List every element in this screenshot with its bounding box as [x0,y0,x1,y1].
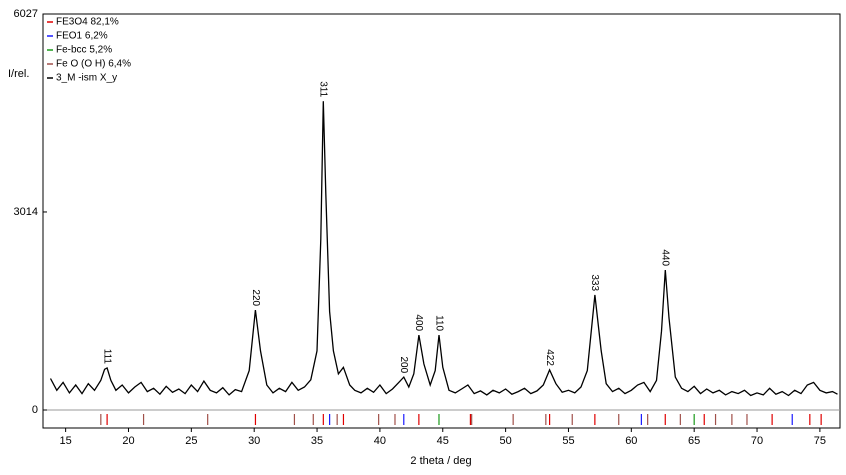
x-tick-label: 75 [814,435,826,447]
x-tick-label: 20 [122,435,134,447]
x-tick-label: 35 [311,435,323,447]
x-tick-label: 25 [185,435,197,447]
legend-label: 3_M -ism X_y [56,73,117,84]
legend-label: Fe O (O H) 6,4% [56,59,131,70]
legend-label: FEO1 6,2% [56,31,108,42]
x-tick-label: 65 [688,435,700,447]
x-tick-label: 40 [374,435,386,447]
x-axis-label: 2 theta / deg [410,455,471,467]
peak-label: 200 [398,356,409,373]
peak-label: 111 [101,349,112,365]
y-tick-label: 6027 [14,8,38,20]
x-tick-label: 70 [751,435,763,447]
peak-label: 110 [433,315,444,331]
x-tick-label: 45 [437,435,449,447]
peak-label: 440 [660,249,671,266]
peak-label: 422 [544,349,555,366]
legend-label: Fe-bcc 5,2% [56,45,112,56]
x-tick-label: 55 [562,435,574,447]
y-axis-label: I/rel. [8,68,29,80]
data-line [49,101,838,397]
y-tick-label: 0 [32,404,38,416]
plot-frame [42,13,841,429]
legend-label: FE3O4 82,1% [56,17,119,28]
peak-label: 220 [250,289,261,306]
x-tick-label: 30 [248,435,260,447]
peak-label: 333 [589,274,600,291]
x-tick-label: 50 [499,435,511,447]
x-tick-label: 60 [625,435,637,447]
peak-label: 311 [318,81,329,97]
x-tick-label: 15 [60,435,72,447]
y-tick-label: 3014 [14,206,38,218]
peak-label: 400 [413,314,424,331]
